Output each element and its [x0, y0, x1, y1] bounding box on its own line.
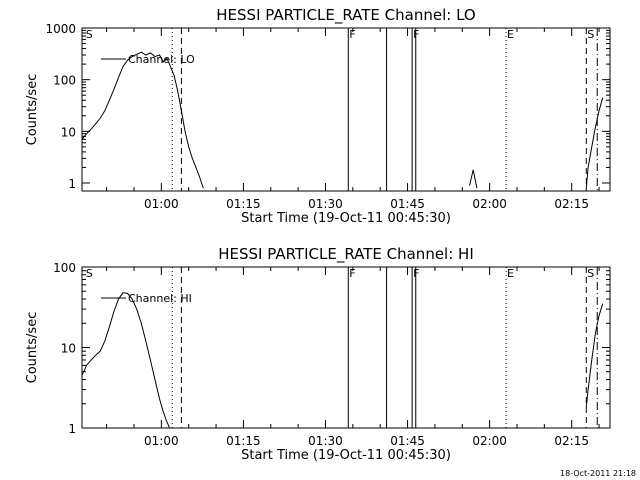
- y-axis-label: Counts/sec: [25, 74, 40, 146]
- x-tick-label: 01:45: [390, 434, 425, 448]
- x-tick-label: 02:00: [472, 434, 507, 448]
- x-tick-label: 02:00: [472, 197, 507, 211]
- y-tick-label: 10: [61, 342, 76, 356]
- legend-label: Channel: HI: [128, 292, 192, 305]
- event-marker-label: F: [349, 28, 355, 41]
- y-tick-label: 100: [53, 261, 76, 275]
- series-line-hi: [585, 303, 604, 408]
- event-marker-label: F: [349, 267, 355, 280]
- event-marker-label: S: [587, 267, 594, 280]
- chart-title: HESSI PARTICLE_RATE Channel: HI: [218, 245, 474, 264]
- x-tick-label: 01:15: [226, 197, 261, 211]
- x-axis-label: Start Time (19-Oct-11 00:45:30): [241, 448, 451, 463]
- event-marker-label: E: [507, 28, 514, 41]
- footer-timestamp: 18-Oct-2011 21:18: [560, 469, 636, 478]
- y-tick-label: 1: [68, 422, 76, 436]
- y-tick-label: 10: [61, 125, 76, 139]
- x-tick-label: 01:15: [226, 434, 261, 448]
- series-line-lo: [585, 97, 604, 189]
- event-marker-label: S: [587, 28, 594, 41]
- x-tick-label: 01:30: [308, 197, 343, 211]
- y-tick-label: 1000: [45, 22, 76, 36]
- legend-label: Channel: LO: [128, 53, 195, 66]
- y-tick-label: 1: [68, 177, 76, 191]
- x-tick-label: 01:00: [144, 434, 179, 448]
- x-tick-label: 02:15: [554, 197, 589, 211]
- event-marker-label: E: [507, 267, 514, 280]
- event-marker-label: F: [413, 28, 419, 41]
- event-marker-label: S: [86, 267, 93, 280]
- series-line-lo: [469, 169, 478, 189]
- x-tick-label: 01:30: [308, 434, 343, 448]
- x-tick-label: 01:45: [390, 197, 425, 211]
- event-marker-label: S: [86, 28, 93, 41]
- x-tick-label: 01:00: [144, 197, 179, 211]
- x-tick-label: 02:15: [554, 434, 589, 448]
- series-line-hi: [81, 292, 171, 429]
- y-axis-label: Counts/sec: [25, 312, 40, 384]
- plot-frame: [81, 27, 611, 192]
- series-line-lo: [81, 51, 204, 189]
- x-axis-label: Start Time (19-Oct-11 00:45:30): [241, 211, 451, 226]
- chart-title: HESSI PARTICLE_RATE Channel: LO: [216, 6, 475, 25]
- event-marker-label: F: [413, 267, 419, 280]
- y-tick-label: 100: [53, 74, 76, 88]
